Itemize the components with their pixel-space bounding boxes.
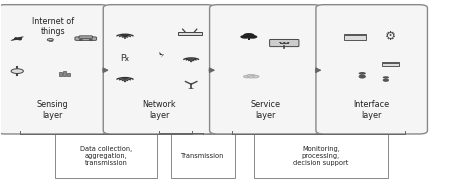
Circle shape: [247, 35, 257, 39]
Circle shape: [359, 72, 366, 75]
FancyBboxPatch shape: [210, 5, 321, 134]
Text: Internet of
things: Internet of things: [32, 17, 74, 36]
Bar: [67, 73, 70, 76]
Bar: [55, 134, 156, 178]
Text: Network
layer: Network layer: [142, 100, 176, 120]
Bar: [254, 134, 388, 178]
Circle shape: [383, 76, 389, 79]
Text: Service
layer: Service layer: [250, 100, 280, 120]
Circle shape: [279, 42, 282, 43]
Circle shape: [79, 39, 83, 41]
Text: Sensing
layer: Sensing layer: [37, 100, 69, 120]
FancyBboxPatch shape: [103, 5, 215, 134]
Bar: [248, 37, 250, 40]
Polygon shape: [159, 52, 164, 58]
Ellipse shape: [188, 88, 194, 89]
Bar: [178, 32, 201, 35]
FancyBboxPatch shape: [75, 37, 97, 40]
Text: Interface
layer: Interface layer: [354, 100, 390, 120]
Bar: [49, 40, 52, 41]
Text: Data collection,
aggregation,
transmission: Data collection, aggregation, transmissi…: [80, 146, 132, 166]
FancyBboxPatch shape: [0, 5, 109, 134]
Circle shape: [240, 35, 250, 39]
Circle shape: [247, 74, 255, 78]
FancyArrow shape: [14, 38, 21, 40]
Text: Transmission: Transmission: [181, 153, 224, 159]
Circle shape: [252, 75, 259, 78]
Bar: [171, 134, 235, 178]
Circle shape: [243, 33, 255, 37]
FancyBboxPatch shape: [270, 39, 299, 47]
FancyBboxPatch shape: [316, 5, 428, 134]
Circle shape: [283, 42, 285, 43]
Circle shape: [11, 69, 23, 74]
Circle shape: [287, 42, 290, 43]
Bar: [63, 71, 66, 76]
Text: ℞: ℞: [120, 54, 129, 64]
Circle shape: [125, 81, 126, 82]
Circle shape: [243, 75, 251, 78]
Circle shape: [47, 39, 54, 41]
Text: Monitoring,
processing,
decision support: Monitoring, processing, decision support: [293, 146, 348, 166]
Circle shape: [248, 76, 254, 78]
Text: ⚙: ⚙: [385, 30, 396, 43]
Circle shape: [89, 39, 93, 41]
FancyBboxPatch shape: [382, 62, 399, 66]
FancyBboxPatch shape: [79, 36, 92, 38]
Ellipse shape: [11, 37, 24, 41]
FancyBboxPatch shape: [344, 34, 366, 40]
Bar: [59, 72, 62, 76]
Ellipse shape: [383, 78, 389, 82]
Ellipse shape: [359, 75, 366, 79]
